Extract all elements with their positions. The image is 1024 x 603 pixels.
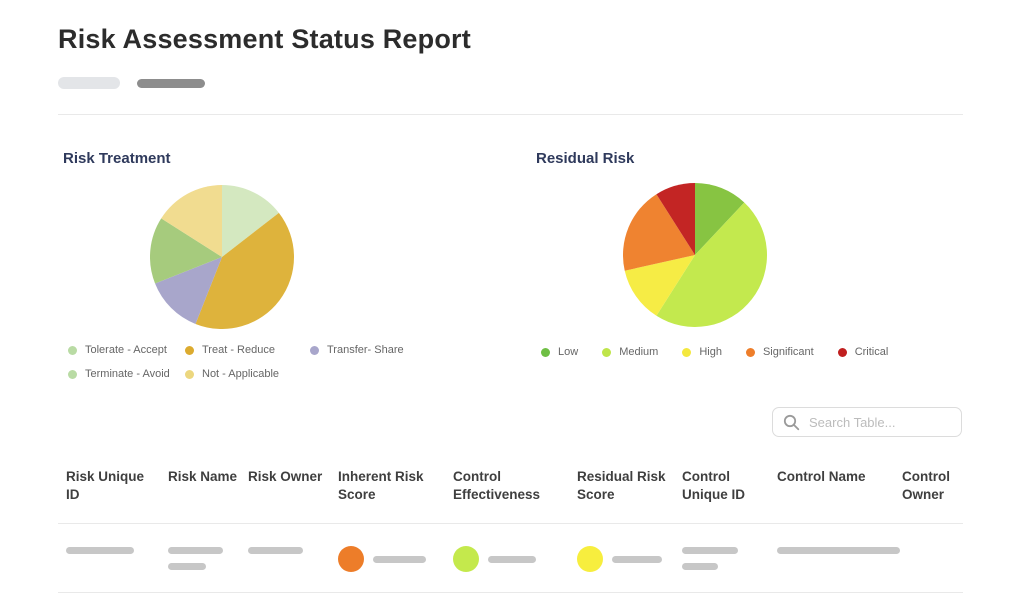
cell-control-owner	[902, 537, 963, 585]
table-header-divider	[58, 523, 963, 524]
cell-control-effectiveness	[453, 537, 577, 585]
risk-treatment-legend: Tolerate - Accept Treat - Reduce Transfer-…	[68, 344, 468, 380]
skeleton-bar	[248, 547, 303, 554]
legend-item-high[interactable]: High	[682, 346, 722, 358]
legend-dot-icon	[310, 345, 319, 355]
legend-dot-icon	[541, 347, 550, 357]
cell-risk-name	[168, 537, 248, 585]
skeleton-pill-dark	[137, 79, 205, 88]
column-header-control-unique-id[interactable]: Control Unique ID	[682, 469, 745, 503]
legend-item-transfer-share[interactable]: Transfer- Share	[310, 344, 468, 356]
column-header-residual-risk-score[interactable]: Residual Risk Score	[577, 469, 666, 503]
legend-item-label: Tolerate - Accept	[85, 344, 167, 356]
legend-dot-icon	[185, 345, 194, 355]
legend-item-critical[interactable]: Critical	[837, 346, 889, 358]
column-header-control-name[interactable]: Control Name	[777, 469, 866, 484]
header-divider	[58, 114, 963, 115]
skeleton-bar	[373, 555, 426, 563]
table-row-divider	[58, 592, 963, 593]
pie-slice-terminate-avoid[interactable]	[150, 218, 222, 284]
legend-dot-icon	[745, 347, 755, 357]
pie-slice-not-applicable[interactable]	[161, 185, 222, 257]
pie-slice-transfer-share[interactable]	[155, 257, 222, 324]
column-header-inherent-risk-score[interactable]: Inherent Risk Score	[338, 469, 424, 503]
legend-dot-icon	[68, 345, 77, 355]
legend-dot-icon	[602, 347, 612, 357]
legend-item-label: Significant	[762, 346, 814, 358]
skeleton-bar	[66, 547, 134, 554]
inherent-risk-score-dot	[338, 546, 364, 572]
legend-item-label: Not - Applicable	[202, 368, 280, 380]
legend-item-significant[interactable]: Significant	[745, 346, 814, 358]
skeleton-bar	[682, 547, 738, 554]
pie-slice-high[interactable]	[624, 255, 695, 316]
legend-item-not-applicable[interactable]: Not - Applicable	[185, 368, 310, 380]
pie-slice-critical[interactable]	[656, 183, 695, 255]
legend-item-terminate-avoid[interactable]: Terminate - Avoid	[68, 368, 185, 380]
legend-dot-icon	[837, 347, 847, 357]
skeleton-bar	[168, 563, 206, 570]
legend-dot-icon	[68, 369, 77, 379]
legend-item-tolerate-accept[interactable]: Tolerate - Accept	[68, 344, 185, 356]
risk-treatment-pie-chart	[150, 185, 294, 329]
pie-slice-medium[interactable]	[656, 202, 767, 327]
skeleton-bar	[777, 547, 900, 554]
search-input[interactable]	[809, 414, 951, 430]
risk-treatment-chart-title: Risk Treatment	[63, 150, 171, 167]
legend-item-treat-reduce[interactable]: Treat - Reduce	[185, 344, 310, 356]
skeleton-pill-light	[58, 77, 120, 89]
cell-inherent-risk-score	[338, 537, 453, 585]
pie-slice-low[interactable]	[695, 183, 745, 255]
legend-dot-icon	[185, 369, 194, 379]
skeleton-bar	[682, 563, 718, 570]
table-search-box	[772, 407, 962, 437]
column-header-control-effectiveness[interactable]: Control Effectiveness	[453, 469, 541, 503]
legend-item-label: Treat - Reduce	[202, 344, 275, 356]
column-header-risk-unique-id[interactable]: Risk Unique ID	[66, 469, 145, 503]
legend-item-medium[interactable]: Medium	[602, 346, 658, 358]
legend-item-label: Medium	[619, 346, 659, 358]
column-header-risk-name[interactable]: Risk Name	[168, 469, 238, 484]
control-effectiveness-dot	[453, 546, 479, 572]
residual-risk-legend: Low Medium High Significant Critical	[541, 346, 888, 358]
legend-item-low[interactable]: Low	[541, 346, 578, 358]
legend-item-label: Terminate - Avoid	[85, 368, 170, 380]
cell-risk-unique-id	[66, 537, 168, 585]
legend-item-label: Transfer- Share	[327, 344, 404, 356]
pie-slice-treat-reduce[interactable]	[195, 212, 294, 329]
skeleton-bar	[612, 555, 662, 563]
legend-item-label: Low	[558, 346, 579, 358]
legend-dot-icon	[682, 347, 692, 357]
cell-residual-risk-score	[577, 537, 682, 585]
page-title: Risk Assessment Status Report	[58, 24, 471, 54]
legend-item-label: High	[699, 346, 722, 358]
cell-risk-owner	[248, 537, 338, 585]
residual-risk-chart-title: Residual Risk	[536, 150, 635, 167]
pie-slice-significant[interactable]	[623, 194, 695, 271]
table-row	[66, 537, 963, 585]
column-header-control-owner[interactable]: Control Owner	[902, 469, 950, 503]
cell-control-name	[777, 537, 902, 585]
table-header-row: Risk Unique ID Risk Name Risk Owner Inhe…	[66, 468, 963, 504]
legend-item-label: Critical	[854, 346, 889, 358]
pie-slice-tolerate-accept[interactable]	[222, 185, 279, 257]
residual-risk-score-dot	[577, 546, 603, 572]
search-icon	[783, 414, 800, 430]
skeleton-bar	[168, 547, 223, 554]
cell-control-unique-id	[682, 537, 777, 585]
column-header-risk-owner[interactable]: Risk Owner	[248, 469, 323, 484]
residual-risk-pie-chart	[623, 183, 767, 327]
skeleton-bar	[488, 555, 536, 563]
